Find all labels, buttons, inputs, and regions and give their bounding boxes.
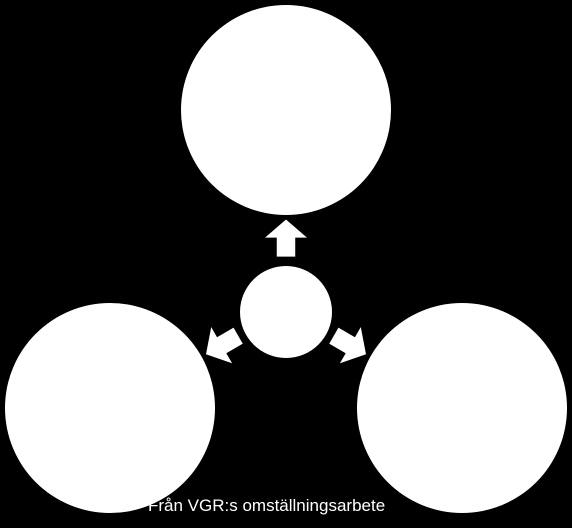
arrow-arrow-up: [264, 219, 308, 257]
caption-text: Från VGR:s omställningsarbete: [148, 496, 385, 516]
node-bottom-right: [357, 303, 567, 513]
diagram-canvas: Från VGR:s omställningsarbete: [0, 0, 572, 528]
node-center: [240, 266, 332, 358]
node-bottom-left: [5, 303, 215, 513]
node-top: [181, 5, 391, 215]
